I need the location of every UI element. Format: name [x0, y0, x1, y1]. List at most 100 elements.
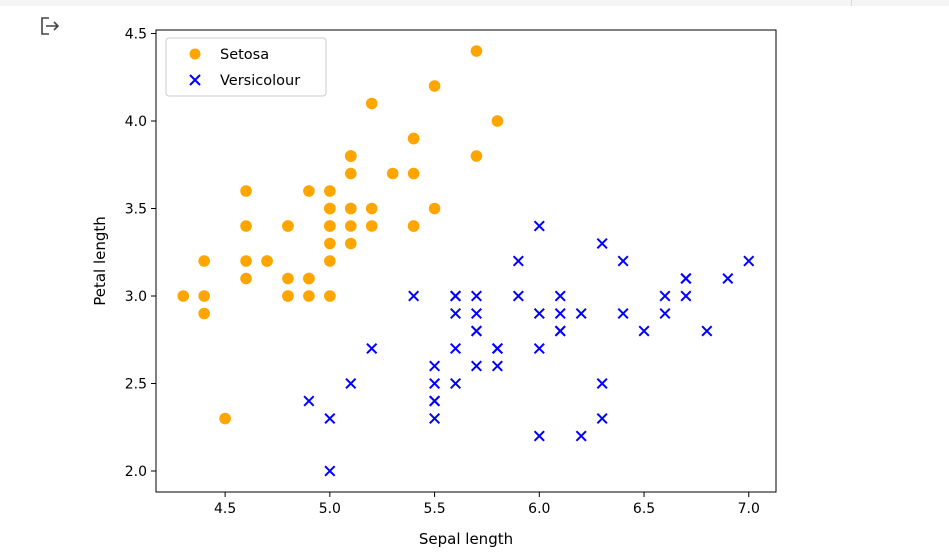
setosa-point — [491, 115, 504, 127]
legend-setosa-marker — [189, 48, 201, 60]
versicolour-point — [470, 325, 482, 337]
output-options-icon[interactable] — [38, 14, 62, 38]
setosa-point — [365, 220, 378, 232]
versicolour-point — [429, 395, 441, 407]
versicolour-point — [596, 377, 608, 390]
y-tick-label: 3.0 — [125, 289, 147, 305]
setosa-point — [219, 412, 231, 425]
setosa-point — [240, 272, 252, 285]
ticks-layer: 4.5 5.0 5.5 6.0 6.5 7.0 2.0 2.5 3.0 3.5 4.0 4.5 — [125, 27, 760, 518]
toolbar-divider — [851, 0, 852, 6]
versicolour-point — [366, 342, 378, 355]
legend-setosa-label: Setosa — [220, 47, 269, 63]
versicolour-point — [533, 430, 545, 442]
versicolour-point — [659, 290, 671, 302]
y-tick-label: 4.5 — [125, 27, 147, 43]
setosa-point — [407, 167, 420, 180]
notebook-toolbar-strip — [0, 0, 949, 6]
setosa-point — [407, 132, 420, 145]
setosa-point — [198, 290, 210, 302]
setosa-point — [240, 255, 252, 267]
setosa-point — [198, 307, 210, 320]
setosa-point — [303, 185, 315, 197]
versicolour-point — [450, 290, 462, 302]
versicolour-point — [554, 325, 566, 337]
legend: Setosa Versicolour — [165, 37, 327, 97]
x-tick-label: 7.0 — [738, 501, 760, 517]
versicolour-point — [596, 412, 608, 425]
legend-versicolour-label: Versicolour — [220, 73, 300, 89]
versicolour-point — [345, 377, 357, 390]
versicolour-point — [722, 272, 734, 285]
versicolour-point — [429, 360, 441, 372]
versicolour-point — [617, 307, 629, 320]
setosa-point — [198, 255, 210, 267]
setosa-point — [282, 220, 294, 232]
versicolour-point — [491, 342, 503, 355]
y-tick-label: 2.5 — [125, 377, 147, 393]
versicolour-point — [596, 237, 608, 250]
x-axis-label: Sepal length — [419, 530, 513, 548]
versicolour-point — [554, 290, 566, 302]
versicolour-point — [512, 290, 524, 302]
setosa-point — [428, 80, 441, 92]
setosa-point — [303, 272, 315, 285]
setosa-point — [282, 290, 294, 302]
setosa-point — [470, 45, 483, 57]
setosa-point — [344, 237, 357, 250]
setosa-point — [240, 220, 252, 232]
versicolour-point — [450, 307, 462, 320]
legend-versicolour-marker — [189, 74, 201, 86]
marks-layer — [177, 45, 755, 477]
setosa-point — [365, 202, 378, 215]
versicolour-point — [303, 395, 315, 407]
versicolour-point — [680, 272, 692, 285]
versicolour-point — [659, 307, 671, 320]
setosa-point — [386, 167, 399, 180]
y-tick-label: 2.0 — [125, 464, 147, 480]
setosa-point — [240, 185, 252, 197]
y-tick-label: 4.0 — [125, 114, 147, 130]
x-tick-label: 5.5 — [423, 501, 445, 517]
setosa-point — [282, 272, 294, 285]
versicolour-point — [450, 377, 462, 390]
setosa-point — [324, 290, 336, 302]
versicolour-point — [533, 307, 545, 320]
setosa-point — [365, 97, 378, 110]
setosa-point — [324, 202, 336, 215]
setosa-point — [407, 220, 420, 232]
x-tick-label: 6.5 — [633, 501, 655, 517]
x-tick-label: 6.0 — [528, 501, 550, 517]
versicolour-point — [470, 360, 482, 372]
versicolour-point — [533, 220, 545, 232]
versicolour-point — [575, 430, 587, 442]
setosa-point — [324, 237, 336, 250]
versicolour-point — [450, 342, 462, 355]
legend-frame — [165, 37, 327, 97]
x-tick-label: 4.5 — [214, 501, 236, 517]
versicolour-point — [701, 325, 713, 337]
setosa-point — [428, 202, 441, 215]
versicolour-point — [533, 342, 545, 355]
versicolour-point — [429, 377, 441, 390]
y-tick-label: 3.5 — [125, 202, 147, 218]
setosa-point — [324, 220, 336, 232]
y-axis-label: Petal length — [91, 216, 109, 306]
versicolour-point — [575, 307, 587, 320]
versicolour-point — [617, 255, 629, 267]
setosa-point — [344, 167, 357, 180]
versicolour-point — [554, 307, 566, 320]
versicolour-point — [429, 412, 441, 425]
x-tick-label: 5.0 — [319, 501, 341, 517]
versicolour-point — [680, 290, 692, 302]
versicolour-point — [470, 290, 482, 302]
plot-area-frame — [155, 29, 777, 493]
setosa-point — [470, 150, 483, 162]
setosa-point — [261, 255, 273, 267]
versicolour-point — [491, 360, 503, 372]
versicolour-point — [324, 412, 336, 425]
versicolour-point — [324, 465, 336, 477]
versicolour-point — [470, 307, 482, 320]
setosa-point — [344, 150, 357, 162]
setosa-point — [177, 290, 190, 302]
